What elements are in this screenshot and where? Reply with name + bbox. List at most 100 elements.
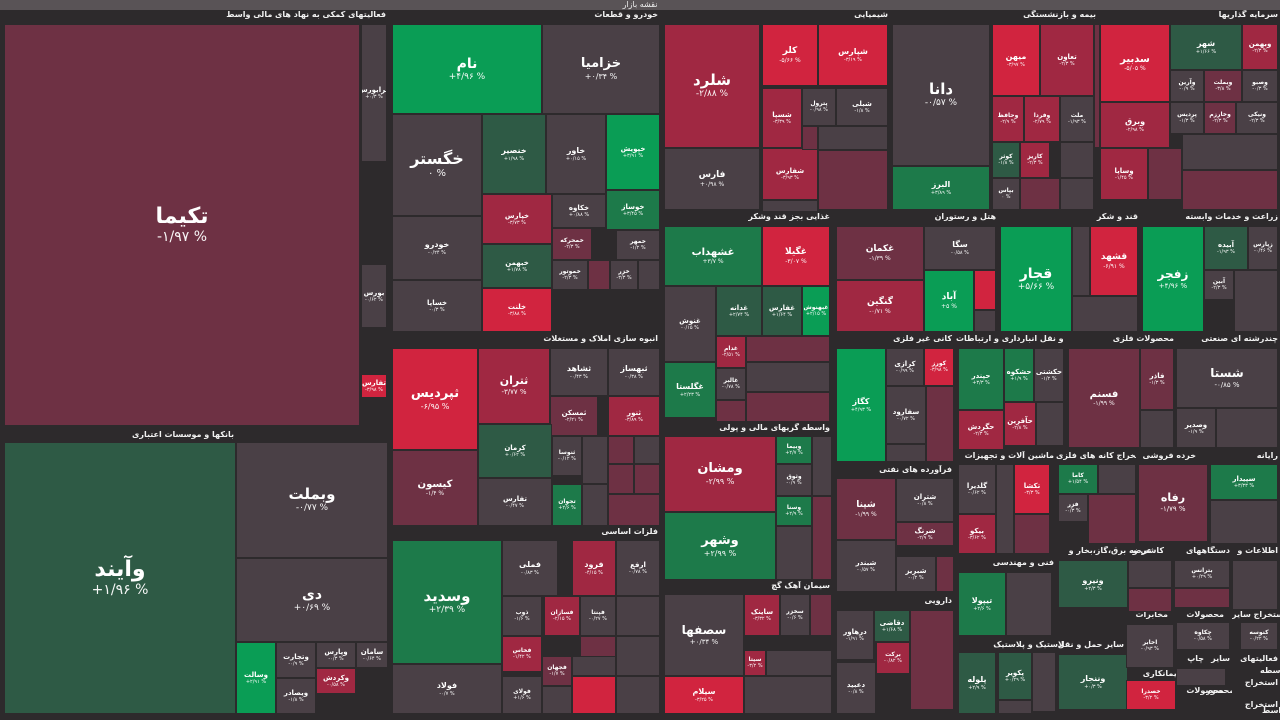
- stock-tile[interactable]: بپاس ۰ %: [992, 178, 1020, 210]
- stock-tile[interactable]: شستا -۰/۸۵ %: [1176, 348, 1278, 408]
- stock-tile-small[interactable]: [1216, 408, 1278, 448]
- stock-tile[interactable]: پلوله +۲/۹ %: [958, 652, 996, 714]
- stock-tile[interactable]: پکویر +۰/۲۹ %: [998, 652, 1032, 700]
- stock-tile-small[interactable]: [998, 700, 1032, 714]
- stock-tile-small[interactable]: [818, 126, 888, 150]
- stock-tile[interactable]: شفارس -۳/۹۳ %: [762, 148, 818, 200]
- stock-tile-small[interactable]: [608, 464, 634, 494]
- stock-tile-small[interactable]: [910, 610, 954, 710]
- stock-tile[interactable]: ثمسکن -۲/۲۱ %: [550, 396, 598, 436]
- stock-tile[interactable]: خلنت -۳/۸۸ %: [482, 288, 552, 332]
- stock-tile[interactable]: وسنا +۲/۹ %: [776, 496, 812, 526]
- stock-tile[interactable]: خکاوه +۰/۸۸ %: [552, 194, 606, 228]
- stock-tile-small[interactable]: [608, 436, 634, 464]
- stock-tile[interactable]: وتجارت -۰/۹ %: [276, 642, 316, 678]
- stock-tile[interactable]: کورز -۳/۹۸ %: [924, 348, 954, 386]
- stock-tile[interactable]: فخاس -۱/۴۲ %: [502, 636, 542, 672]
- stock-tile[interactable]: تکیما -۱/۹۷ %: [4, 24, 360, 426]
- stock-tile[interactable]: خصدرا -۳/۲ %: [1126, 680, 1176, 710]
- stock-tile[interactable]: دعبید -۰/۸ %: [836, 662, 876, 714]
- stock-tile[interactable]: بورس -۰/۶۲ %: [361, 264, 387, 328]
- stock-tile[interactable]: آباد +۵ %: [924, 270, 974, 332]
- stock-tile[interactable]: شبندر -۰/۵۷ %: [836, 540, 896, 592]
- stock-tile[interactable]: کوثر -۱/۸ %: [992, 142, 1020, 178]
- stock-tile[interactable]: وبملت -۰/۷۷ %: [236, 442, 388, 558]
- stock-tile[interactable]: خمهر -۱/۲ %: [616, 230, 660, 260]
- stock-tile[interactable]: کرازی -۰/۹۹ %: [886, 348, 924, 386]
- stock-tile[interactable]: سگا -۰/۵۸ %: [924, 226, 996, 270]
- stock-tile[interactable]: خموتور -۲/۳ %: [552, 260, 588, 290]
- stock-tile-small[interactable]: [542, 686, 572, 714]
- stock-tile[interactable]: برکت -۰/۸۲ %: [876, 642, 910, 674]
- stock-tile[interactable]: شسپا -۳/۳۹ %: [762, 88, 802, 148]
- stock-tile[interactable]: خپارس -۳/۷۳ %: [482, 194, 552, 244]
- stock-tile[interactable]: سصفها +۰/۳۴ %: [664, 594, 744, 676]
- stock-tile-small[interactable]: [634, 436, 660, 464]
- stock-tile[interactable]: وپارس -۰/۳ %: [316, 642, 356, 668]
- stock-tile[interactable]: وسدید +۲/۳۹ %: [392, 540, 502, 664]
- stock-tile-small[interactable]: [762, 200, 818, 212]
- stock-tile-small[interactable]: [634, 464, 660, 494]
- stock-tile[interactable]: وبیما +۲/۷ %: [776, 436, 812, 464]
- stock-tile[interactable]: کنوسه -۰/۲۲ %: [1240, 622, 1278, 650]
- stock-tile[interactable]: سفارود -۰/۷۲ %: [886, 386, 926, 444]
- stock-tile[interactable]: وساپا -۱/۴۵ %: [1100, 148, 1148, 200]
- stock-tile[interactable]: فسنم -۱/۹۹ %: [1068, 348, 1140, 448]
- stock-tile[interactable]: غبهنوش +۲/۱۵ %: [802, 286, 830, 336]
- stock-tile[interactable]: پترول -۰/۹۸ %: [802, 88, 836, 126]
- stock-tile-small[interactable]: [1060, 178, 1094, 210]
- stock-tile[interactable]: وصدیر -۱/۹ %: [1176, 408, 1216, 448]
- stock-tile[interactable]: غدام -۲/۵۱ %: [716, 336, 746, 368]
- stock-tile[interactable]: حکشتی -۱/۲ %: [1034, 348, 1064, 402]
- stock-tile[interactable]: کلر -۵/۶۶ %: [762, 24, 818, 86]
- stock-tile[interactable]: ثشاهد -۰/۴۳ %: [550, 348, 608, 396]
- stock-tile[interactable]: شهر +۱/۶۶ %: [1170, 24, 1242, 70]
- stock-tile-small[interactable]: [1072, 296, 1138, 332]
- stock-tile-small[interactable]: [746, 392, 830, 422]
- stock-tile[interactable]: وبرق -۲/۹۸ %: [1100, 102, 1170, 148]
- stock-tile[interactable]: سخزر -۰/۶ %: [780, 594, 810, 636]
- stock-tile[interactable]: درهاور -۱/۹۱ %: [836, 610, 874, 660]
- stock-tile-small[interactable]: [886, 444, 926, 462]
- stock-tile[interactable]: فرود -۴/۱۵ %: [572, 540, 616, 596]
- stock-tile[interactable]: وثوق -۰/۹ %: [776, 464, 812, 496]
- stock-tile[interactable]: خگستر ۰ %: [392, 114, 482, 216]
- stock-tile[interactable]: فجهان -۱/۷ %: [542, 656, 572, 686]
- stock-tile-small[interactable]: [1098, 464, 1136, 494]
- stock-tile-small[interactable]: [1094, 24, 1100, 148]
- stock-tile-small[interactable]: [974, 270, 996, 310]
- stock-tile[interactable]: خمحرکه -۲/۳ %: [552, 228, 592, 260]
- stock-tile[interactable]: خبهمن +۱/۷۸ %: [482, 244, 552, 288]
- stock-tile-small[interactable]: [810, 594, 832, 636]
- stock-tile-small[interactable]: [616, 596, 660, 636]
- stock-tile[interactable]: وننجار +۰/۳ %: [1058, 654, 1128, 710]
- stock-tile[interactable]: وفردا -۲/۷۹ %: [1024, 96, 1060, 142]
- stock-tile-small[interactable]: [776, 526, 812, 580]
- stock-tile[interactable]: چکاوه -۰/۵۸ %: [1176, 622, 1230, 650]
- stock-tile[interactable]: تفارس -۳/۹۸ %: [361, 374, 387, 398]
- stock-tile-small[interactable]: [588, 260, 610, 290]
- stock-tile-small[interactable]: [1006, 572, 1052, 636]
- stock-tile-small[interactable]: [616, 636, 660, 676]
- stock-tile[interactable]: کگاز +۴/۹۳ %: [836, 348, 886, 462]
- stock-tile-small[interactable]: [1148, 148, 1182, 200]
- stock-tile[interactable]: وخارزم -۲/۳ %: [1204, 102, 1236, 134]
- stock-tile[interactable]: شپنا -۱/۹۹ %: [836, 478, 896, 540]
- stock-tile[interactable]: فپنتا -۰/۲۷ %: [580, 596, 616, 636]
- stock-tile[interactable]: فولاد -۰/۷ %: [392, 664, 502, 714]
- stock-tile[interactable]: تکشا -۳/۳ %: [1014, 464, 1050, 514]
- stock-tile[interactable]: ویصادر -۱/۸ %: [276, 678, 316, 714]
- stock-tile-small[interactable]: [1174, 588, 1230, 608]
- stock-tile[interactable]: ثبهساز -۰/۳۸ %: [608, 348, 660, 396]
- stock-tile[interactable]: وصبو -۰/۳ %: [1242, 70, 1278, 102]
- stock-tile[interactable]: وبهمن -۲/۳ %: [1242, 24, 1278, 70]
- stock-tile-small[interactable]: [974, 310, 996, 332]
- stock-tile[interactable]: قشهد -۶/۹۱ %: [1090, 226, 1138, 296]
- stock-tile[interactable]: شرنگ -۲/۹ %: [896, 522, 954, 546]
- stock-tile[interactable]: گنگین -۰/۷۱ %: [836, 280, 924, 332]
- stock-tile[interactable]: فملی -۰/۸۳ %: [502, 540, 558, 596]
- stock-tile-small[interactable]: [1176, 668, 1226, 686]
- stock-tile[interactable]: غشهداب +۳/۷ %: [664, 226, 762, 286]
- stock-tile[interactable]: حآفرین -۲/۸ %: [1004, 402, 1036, 446]
- stock-tile[interactable]: سپیدار +۳/۳۳ %: [1210, 464, 1278, 500]
